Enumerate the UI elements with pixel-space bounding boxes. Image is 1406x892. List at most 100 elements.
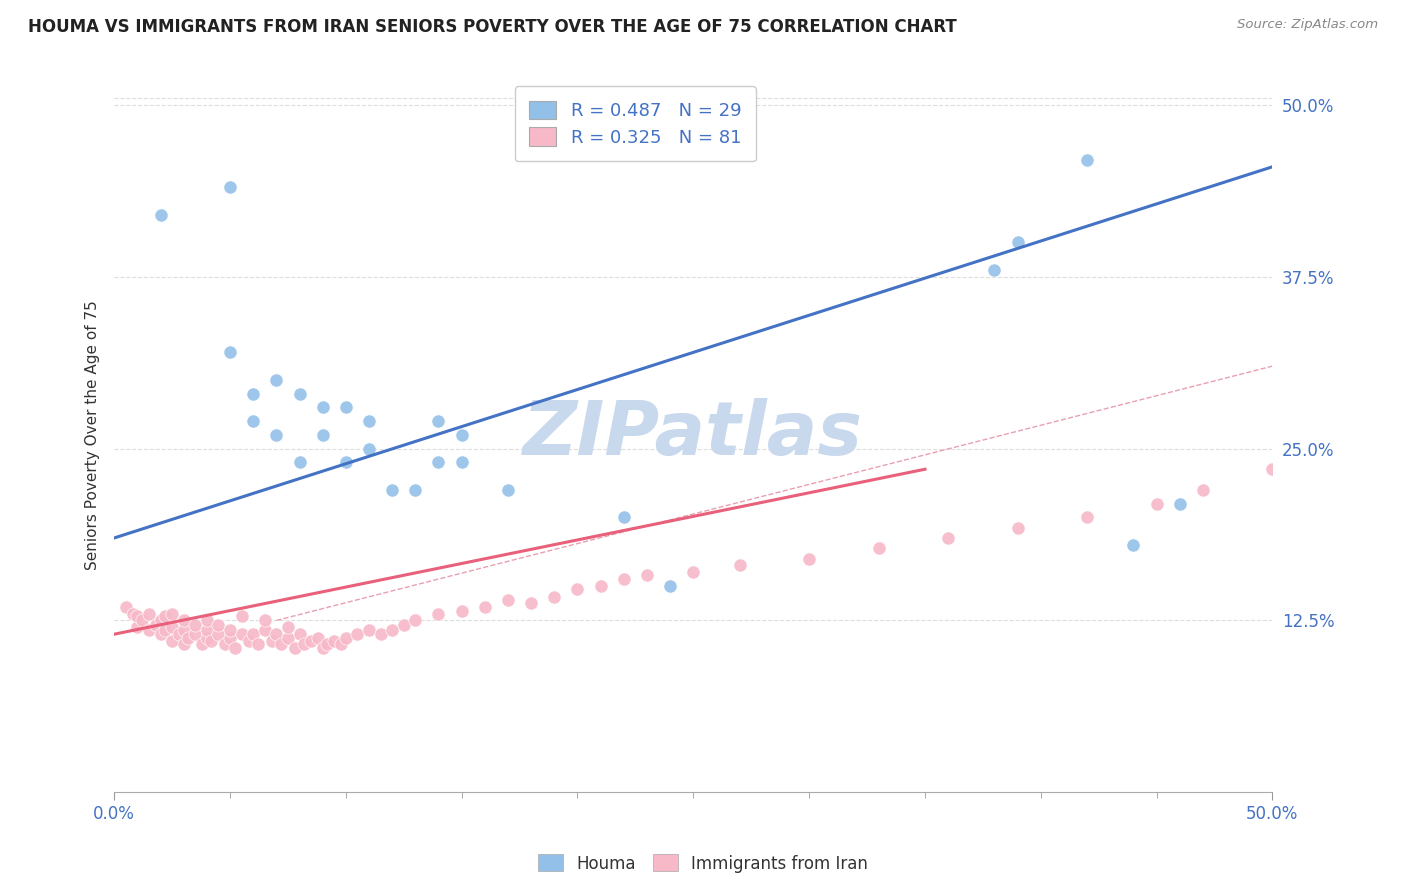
Point (392, 617, 415, 632)
Point (288, 627, 311, 641)
Point (357, 442, 380, 456)
Point (167, 627, 190, 641)
Point (207, 617, 229, 632)
Y-axis label: Seniors Poverty Over the Age of 75: Seniors Poverty Over the Age of 75 (86, 300, 100, 570)
Legend: R = 0.487   N = 29, R = 0.325   N = 81: R = 0.487 N = 29, R = 0.325 N = 81 (515, 87, 756, 161)
Point (496, 483, 519, 497)
Point (195, 614, 218, 628)
Point (207, 627, 229, 641)
Point (127, 620, 149, 634)
Point (323, 634, 346, 648)
Text: HOUMA VS IMMIGRANTS FROM IRAN SENIORS POVERTY OVER THE AGE OF 75 CORRELATION CHA: HOUMA VS IMMIGRANTS FROM IRAN SENIORS PO… (28, 18, 957, 36)
Point (173, 623, 195, 637)
Point (160, 607, 183, 621)
Point (184, 617, 207, 632)
Point (450, 428, 472, 442)
Point (381, 483, 404, 497)
Point (149, 208, 172, 222)
Point (613, 510, 636, 524)
Point (381, 623, 404, 637)
Point (292, 637, 315, 651)
Point (1261, 462, 1284, 476)
Point (238, 634, 260, 648)
Point (219, 180, 242, 194)
Point (231, 627, 253, 641)
Point (246, 637, 269, 651)
Point (543, 590, 565, 604)
Point (613, 572, 636, 586)
Point (138, 623, 160, 637)
Point (404, 614, 426, 628)
Point (1122, 538, 1144, 552)
Point (311, 640, 333, 655)
Point (284, 640, 307, 655)
Point (153, 623, 176, 637)
Point (200, 634, 222, 648)
Point (277, 620, 299, 634)
Point (219, 345, 242, 359)
Point (307, 632, 329, 646)
Point (404, 483, 426, 497)
Point (450, 604, 472, 618)
Point (224, 640, 246, 655)
Point (288, 455, 311, 469)
Point (1007, 235, 1029, 250)
Point (311, 428, 333, 442)
Point (270, 637, 292, 651)
Point (145, 617, 167, 632)
Point (496, 592, 519, 607)
Point (191, 637, 214, 651)
Point (520, 596, 543, 610)
Point (636, 568, 658, 582)
Point (149, 627, 172, 641)
Point (370, 627, 392, 641)
Point (335, 401, 357, 415)
Point (242, 627, 264, 641)
Point (1168, 497, 1191, 511)
Point (214, 637, 236, 651)
Point (1076, 510, 1098, 524)
Point (195, 623, 218, 637)
Text: Source: ZipAtlas.com: Source: ZipAtlas.com (1237, 18, 1378, 31)
Point (253, 614, 276, 628)
Point (567, 582, 589, 596)
Legend: Houma, Immigrants from Iran: Houma, Immigrants from Iran (531, 847, 875, 880)
Point (330, 637, 353, 651)
Point (728, 558, 751, 573)
Point (589, 579, 612, 593)
Point (160, 620, 183, 634)
Point (797, 551, 820, 566)
Point (177, 632, 200, 646)
Point (983, 263, 1005, 277)
Point (311, 401, 333, 415)
Point (242, 386, 264, 401)
Point (242, 414, 264, 428)
Point (266, 373, 288, 387)
Point (195, 632, 218, 646)
Point (357, 623, 380, 637)
Point (316, 637, 339, 651)
Point (153, 609, 176, 624)
Point (219, 623, 242, 637)
Point (266, 627, 288, 641)
Point (335, 455, 357, 469)
Point (173, 637, 195, 651)
Point (160, 634, 183, 648)
Point (357, 414, 380, 428)
Point (450, 455, 472, 469)
Point (474, 599, 496, 614)
Point (936, 531, 959, 545)
Point (114, 599, 136, 614)
Point (231, 609, 253, 624)
Point (253, 623, 276, 637)
Point (1146, 497, 1168, 511)
Point (335, 632, 357, 646)
Point (138, 607, 160, 621)
Point (427, 414, 450, 428)
Point (184, 627, 207, 641)
Point (299, 634, 322, 648)
Point (1007, 521, 1029, 535)
Point (427, 607, 450, 621)
Point (219, 632, 242, 646)
Point (121, 607, 143, 621)
